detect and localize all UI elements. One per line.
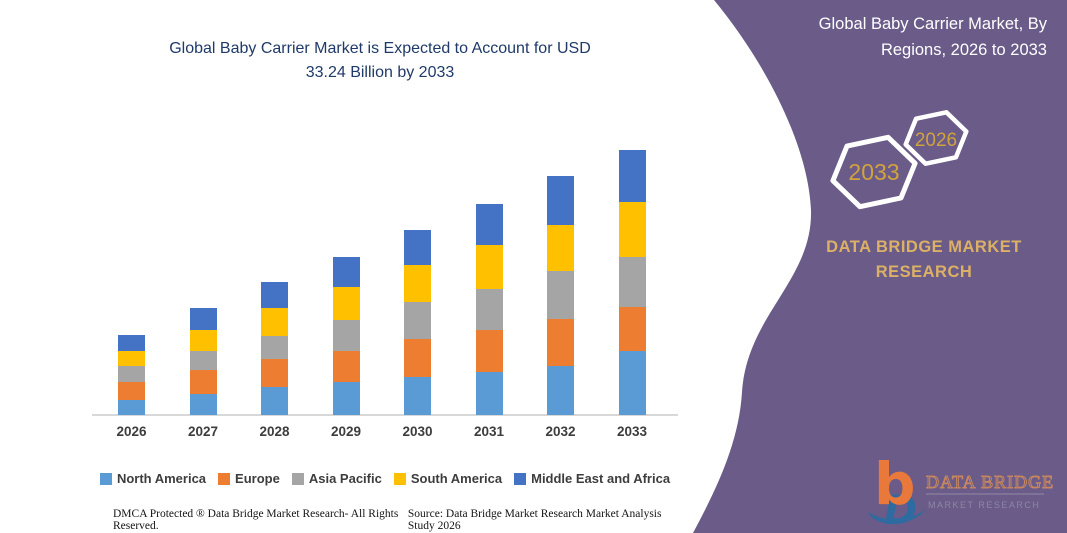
bar-segment-europe-2028: [261, 358, 288, 388]
bar-segment-south-america-2033: [618, 201, 646, 257]
legend-item-north-america: North America: [99, 471, 207, 486]
chart-title-line1: Global Baby Carrier Market is Expected t…: [169, 40, 591, 57]
bar-segment-north-america-2033: [618, 351, 646, 415]
legend-item-south-america: South America: [393, 471, 503, 486]
hexagon-year-2026: 2026: [915, 130, 957, 151]
x-axis-label-2027: 2027: [187, 424, 219, 439]
legend-item-asia-pacific: Asia Pacific: [291, 471, 382, 486]
bar-segment-north-america-2026: [118, 399, 145, 415]
legend-label-asia-pacific: Asia Pacific: [308, 471, 382, 486]
bar-segment-middle-east-and-africa-2027: [189, 308, 217, 330]
bar-segment-asia-pacific-2026: [118, 366, 145, 382]
panel-title: Global Baby Carrier Market, By Regions, …: [747, 11, 1047, 63]
x-axis-label-2026: 2026: [116, 424, 147, 439]
logo-swoosh-icon: [868, 510, 926, 524]
stacked-bar-2026: [118, 334, 145, 415]
bar-segment-europe-2029: [332, 350, 360, 383]
legend-swatch-europe: [218, 472, 231, 485]
bar-segment-south-america-2026: [118, 350, 145, 367]
bar-segment-asia-pacific-2032: [547, 270, 574, 319]
bar-segment-middle-east-and-africa-2028: [261, 282, 288, 309]
bar-segment-asia-pacific-2031: [475, 289, 503, 330]
legend-swatch-asia-pacific: [291, 472, 304, 485]
brand-line1: DATA BRIDGE MARKET: [826, 238, 1022, 256]
bar-segment-north-america-2027: [189, 394, 217, 415]
bar-segment-south-america-2029: [332, 286, 360, 321]
bar-segment-south-america-2030: [404, 265, 431, 302]
x-axis-label-2033: 2033: [616, 424, 648, 439]
bar-segment-europe-2030: [404, 339, 431, 377]
bar-segment-north-america-2030: [404, 376, 431, 415]
bar-segment-middle-east-and-africa-2032: [547, 176, 574, 225]
legend-swatch-north-america: [99, 472, 112, 485]
footer-dmca-text: DMCA Protected ® Data Bridge Market Rese…: [113, 508, 399, 532]
bar-segment-middle-east-and-africa-2031: [475, 204, 503, 246]
panel-title-line2: Regions, 2026 to 2033: [880, 41, 1047, 59]
bar-segment-europe-2027: [189, 370, 217, 395]
legend-item-middle-east-and-africa: Middle East and Africa: [514, 471, 670, 486]
chart-title-line2: 33.24 Billion by 2033: [305, 64, 455, 81]
bar-segment-south-america-2028: [261, 308, 288, 337]
panel-title-line1: Global Baby Carrier Market, By: [818, 15, 1047, 33]
bar-segment-europe-2031: [475, 329, 503, 373]
stacked-bar-2028: [261, 282, 288, 415]
logo-name-text: DATA BRIDGE: [926, 472, 1054, 492]
bar-segment-europe-2033: [618, 306, 646, 352]
bar-segment-south-america-2027: [189, 329, 217, 351]
x-axis-label-2032: 2032: [545, 424, 576, 439]
logo-sub-text: MARKET RESEARCH: [928, 500, 1040, 510]
bar-segment-asia-pacific-2033: [618, 256, 646, 307]
bar-segment-south-america-2031: [475, 245, 503, 290]
bar-segment-middle-east-and-africa-2033: [618, 149, 646, 202]
bar-segment-europe-2026: [118, 381, 145, 400]
hexagon-2033: [830, 134, 918, 210]
footer-source-text: Source: Data Bridge Market Research Mark…: [407, 508, 662, 532]
legend-label-middle-east-and-africa: Middle East and Africa: [531, 471, 671, 486]
bar-segment-asia-pacific-2030: [404, 301, 431, 340]
chart-legend: North America Europe Asia Pacific South Ame…: [70, 471, 700, 486]
bar-segment-north-america-2031: [475, 372, 503, 415]
legend-label-europe: Europe: [235, 471, 280, 486]
x-axis-label-2031: 2031: [473, 424, 505, 439]
legend-swatch-south-america: [393, 472, 406, 485]
stacked-bar-2031: [475, 204, 503, 415]
x-axis-label-2030: 2030: [402, 424, 433, 439]
stacked-bar-2033: [618, 149, 646, 415]
legend-item-europe: Europe: [218, 471, 280, 486]
x-axis-label-2029: 2029: [330, 424, 362, 439]
bar-segment-south-america-2032: [547, 224, 574, 271]
legend-label-south-america: South America: [410, 471, 503, 486]
bar-segment-middle-east-and-africa-2026: [118, 334, 145, 351]
bar-segment-asia-pacific-2027: [189, 350, 217, 371]
data-bridge-logo: D b DATA BRIDGE MARKET RESEARCH: [868, 450, 1054, 532]
brand-line2: RESEARCH: [875, 263, 973, 281]
bar-segment-middle-east-and-africa-2029: [332, 256, 360, 287]
hexagon-year-2033: 2033: [848, 159, 899, 185]
footer: DMCA Protected ® Data Bridge Market Rese…: [113, 508, 681, 532]
panel-shape: [693, 0, 1067, 533]
chart-title: Global Baby Carrier Market is Expected t…: [100, 37, 660, 85]
brand-wordmark: DATA BRIDGE MARKET RESEARCH: [794, 235, 1054, 285]
bar-segment-middle-east-and-africa-2030: [404, 229, 431, 266]
logo-monogram-icon: b: [874, 450, 916, 518]
stacked-bar-2029: [332, 256, 360, 415]
bar-segment-north-america-2028: [261, 387, 288, 415]
bar-segment-north-america-2029: [332, 382, 360, 415]
stacked-bar-2032: [547, 176, 574, 415]
bar-segment-north-america-2032: [547, 366, 574, 415]
logo-d-icon: D: [884, 488, 917, 532]
legend-swatch-middle-east-and-africa: [514, 472, 527, 485]
hexagon-2026: [903, 110, 969, 166]
legend-label-north-america: North America: [116, 471, 207, 486]
x-axis-label-2028: 2028: [259, 424, 290, 439]
stacked-bar-2030: [404, 229, 431, 415]
bar-segment-asia-pacific-2028: [261, 336, 288, 359]
x-axis-line: [92, 414, 678, 416]
stacked-bar-2027: [189, 308, 217, 415]
bar-segment-europe-2032: [547, 318, 574, 367]
hexagon-badges: 2033 2026: [830, 110, 969, 210]
bar-segment-asia-pacific-2029: [332, 320, 360, 351]
